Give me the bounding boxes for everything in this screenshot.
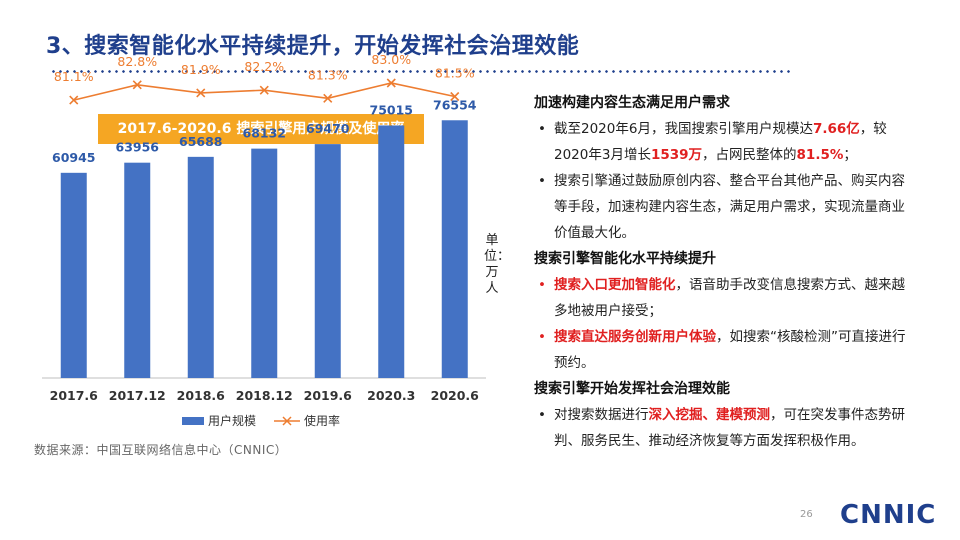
rate-line — [73, 82, 455, 101]
rate-value-label: 83.0% — [371, 52, 411, 67]
bullet-text: 对搜索数据进行 — [554, 407, 649, 423]
summary-panel: 加速构建内容生态满足用户需求 • 截至2020年6月，我国搜索引擎用户规模达7.… — [534, 90, 914, 454]
bar-value-label: 60945 — [52, 150, 96, 165]
x-tick-label: 2018.12 — [236, 388, 293, 403]
legend-bar-label: 用户规模 — [208, 414, 257, 428]
highlight-text: 搜索入口更加智能化 — [554, 277, 676, 293]
bar-value-label: 63956 — [116, 140, 160, 155]
legend-bar-swatch — [182, 416, 204, 425]
highlight-text: 搜索直达服务创新用户体验 — [554, 329, 716, 345]
title-divider — [50, 70, 790, 73]
bullet-item: • 搜索入口更加智能化，语音助手改变信息搜索方式、越来越多地被用户接受； — [538, 277, 905, 319]
section-heading: 搜索引擎开始发挥社会治理效能 — [534, 381, 730, 397]
bar — [314, 144, 341, 378]
highlight-text: 81.5% — [796, 147, 844, 163]
rate-point — [386, 78, 396, 88]
bullet-text: ，如搜索“核酸检测”可直接进行预约。 — [554, 329, 906, 371]
bar-value-label: 65688 — [179, 134, 223, 149]
x-tick-label: 2019.6 — [304, 388, 353, 403]
bullet-text: ，占网民整体的 — [702, 147, 797, 163]
section-heading: 加速构建内容生态满足用户需求 — [534, 95, 730, 111]
bullet-text: ； — [843, 147, 857, 163]
legend-line-swatch — [274, 415, 301, 427]
rate-point — [323, 93, 333, 103]
page-title: 3、搜索智能化水平持续提升，开始发挥社会治理效能 — [46, 34, 580, 59]
x-tick-label: 2020.6 — [431, 388, 480, 403]
page-number: 26 — [800, 509, 813, 520]
bullet-item: • 搜索直达服务创新用户体验，如搜索“核酸检测”可直接进行预约。 — [538, 329, 906, 371]
bar — [378, 125, 405, 379]
bar-value-label: 76554 — [433, 97, 477, 112]
unit-label: 单位：万人 — [484, 233, 511, 296]
rate-value-label: 81.1% — [54, 69, 94, 84]
x-tick-label: 2017.6 — [50, 388, 99, 403]
rate-point — [196, 88, 206, 98]
highlight-text: 1539万 — [650, 147, 703, 163]
rate-point — [69, 95, 79, 105]
bullet-text: 搜索引擎通过鼓励原创内容、整合平台其他产品、购买内容等手段，加速构建内容生态，满… — [554, 173, 905, 241]
x-tick-label: 2017.12 — [109, 388, 166, 403]
rate-value-label: 81.9% — [181, 62, 221, 77]
section-heading: 搜索引擎智能化水平持续提升 — [534, 251, 716, 267]
rate-value-label: 82.2% — [244, 59, 284, 74]
highlight-text: 深入挖掘、建模预测 — [648, 407, 771, 423]
bar-value-label: 68132 — [243, 126, 287, 141]
legend-line-label: 使用率 — [304, 414, 341, 428]
rate-point — [132, 80, 142, 90]
bullet-text: ，较2020年3月增长 — [554, 121, 887, 163]
chart-legend: 用户规模 使用率 — [182, 412, 340, 429]
bullet-text: ，语音助手改变信息搜索方式、越来越多地被用户接受； — [554, 277, 905, 319]
data-source: 数据来源：中国互联网络信息中心（CNNIC） — [34, 443, 288, 457]
bullet-item: • 截至2020年6月，我国搜索引擎用户规模达7.66亿，较2020年3月增长1… — [538, 121, 887, 163]
bullet-item: • 搜索引擎通过鼓励原创内容、整合平台其他产品、购买内容等手段，加速构建内容生态… — [538, 173, 905, 241]
bullet-text: ，可在突发事件态势研判、服务民生、推动经济恢复等方面发挥积极作用。 — [554, 407, 905, 449]
bullet-item: • 对搜索数据进行深入挖掘、建模预测，可在突发事件态势研判、服务民生、推动经济恢… — [538, 407, 905, 449]
rate-point — [259, 85, 269, 95]
bullet-text: 截至2020年6月，我国搜索引擎用户规模达 — [554, 121, 813, 137]
bar — [60, 172, 87, 378]
bar-value-label: 75015 — [370, 102, 414, 117]
chart-title: 2017.6-2020.6 搜索引擎用户规模及使用率 — [98, 114, 424, 144]
chart: 609452017.6639562017.12656882018.6681322… — [42, 52, 486, 403]
bar — [124, 162, 151, 378]
bar — [441, 120, 468, 379]
bar-value-label: 69470 — [306, 121, 350, 136]
cnnic-logo: CNNIC — [840, 500, 937, 530]
rate-value-label: 81.5% — [435, 66, 475, 81]
bar — [251, 148, 278, 378]
rate-point — [450, 91, 460, 102]
bar — [187, 156, 214, 378]
rate-value-label: 81.3% — [308, 67, 348, 82]
x-tick-label: 2018.6 — [177, 388, 226, 403]
rate-value-label: 82.8% — [117, 54, 157, 69]
highlight-text: 7.66亿 — [812, 121, 860, 137]
x-tick-label: 2020.3 — [367, 388, 415, 403]
